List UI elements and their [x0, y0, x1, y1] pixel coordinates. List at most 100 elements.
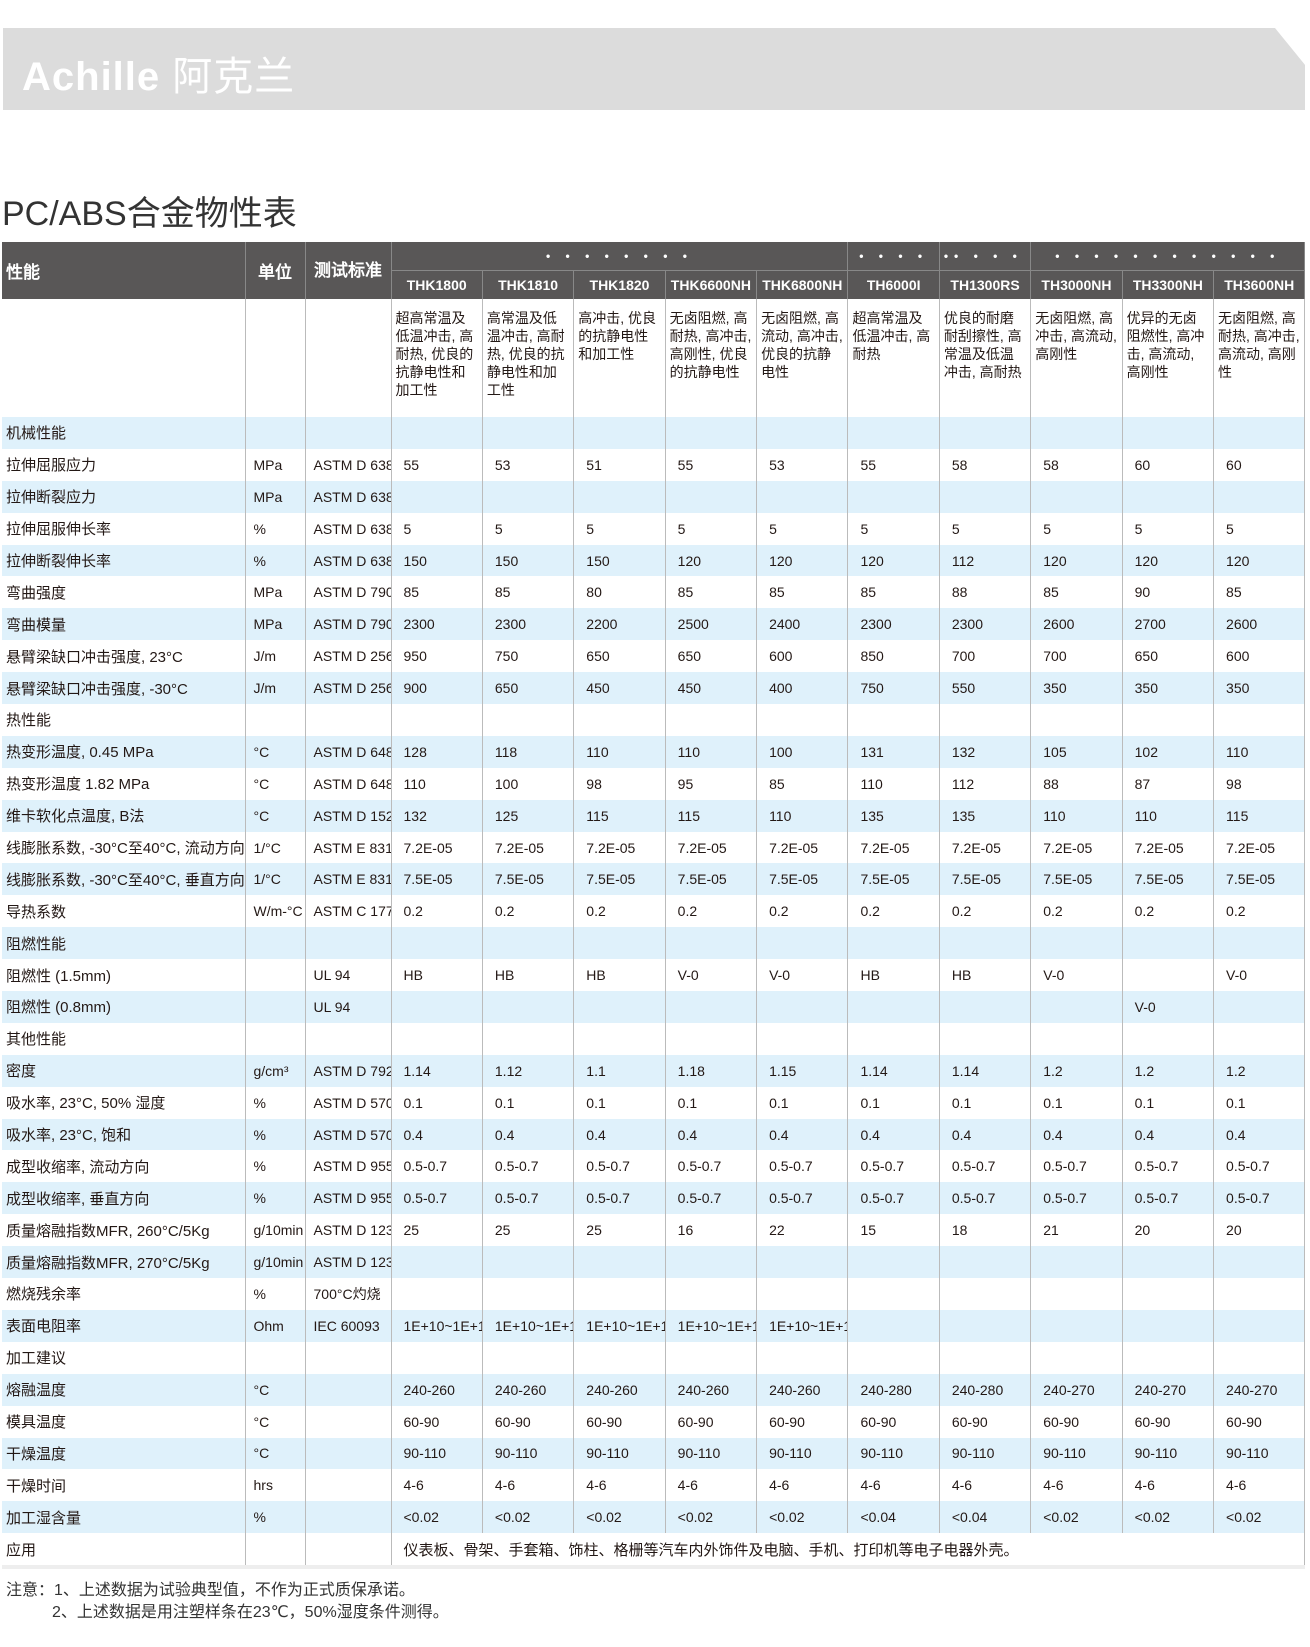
property-value: 1E+10~1E+11	[573, 1309, 666, 1342]
property-value: <0.02	[391, 1501, 483, 1534]
property-value	[939, 1022, 1032, 1055]
property-value: 60-90	[482, 1405, 575, 1438]
table-row: 加工湿含量% <0.02 <0.02 <0.02 <0.02 <0.02 <0.04 <0.0…	[2, 1501, 1306, 1534]
property-value: 0.2	[939, 895, 1032, 928]
property-value: 25	[482, 1214, 575, 1247]
property-value: <0.02	[756, 1501, 849, 1534]
property-value	[1122, 704, 1215, 736]
table-row: 其他性能	[2, 1022, 1306, 1055]
property-value	[1213, 927, 1306, 960]
property-value: HB	[573, 959, 666, 992]
property-value	[665, 704, 758, 736]
property-value	[482, 1246, 575, 1279]
property-value: 150	[482, 544, 575, 577]
property-value: 90-110	[1030, 1437, 1123, 1470]
property-value: 120	[1213, 544, 1306, 577]
property-value: 7.5E-05	[1030, 863, 1123, 896]
property-value: 650	[1122, 640, 1215, 673]
property-value: 650	[665, 640, 758, 673]
product-group-header: • • • •	[847, 242, 940, 271]
property-value: 0.5-0.7	[939, 1150, 1032, 1183]
property-value: 4-6	[756, 1469, 849, 1502]
property-name: 悬臂梁缺口冲击强度, 23°C	[2, 640, 246, 673]
property-value	[939, 480, 1032, 513]
property-unit: %	[245, 512, 306, 545]
property-value: 118	[482, 735, 575, 768]
property-value: 20	[1122, 1214, 1215, 1247]
property-value	[1213, 1278, 1306, 1310]
property-unit: g/10min	[245, 1214, 306, 1247]
property-value: 90-110	[1213, 1437, 1306, 1470]
property-value: 90-110	[847, 1437, 940, 1470]
property-unit: °C	[245, 1437, 306, 1470]
property-unit: MPa	[245, 576, 306, 609]
property-value: 85	[756, 767, 849, 800]
property-value: 22	[756, 1214, 849, 1247]
property-value: 105	[1030, 735, 1123, 768]
property-value: 88	[939, 576, 1032, 609]
property-value: 5	[1213, 512, 1306, 545]
table-row: 拉伸屈服应力 MPa ASTM D 638 55 53 51 55 53 55 58 58 60 60	[2, 448, 1306, 481]
property-value	[665, 1022, 758, 1055]
property-unit	[245, 1341, 306, 1374]
property-name: 加工建议	[2, 1341, 246, 1374]
property-value: 87	[1122, 767, 1215, 800]
property-value: 900	[391, 672, 483, 705]
property-value: 51	[573, 448, 666, 481]
property-value	[573, 991, 666, 1023]
property-value: 350	[1122, 672, 1215, 705]
property-value	[1122, 1341, 1215, 1374]
property-unit: %	[245, 1182, 306, 1215]
property-value: 0.1	[1213, 1086, 1306, 1119]
property-value: 7.2E-05	[847, 831, 940, 864]
property-value: 90-110	[482, 1437, 575, 1470]
test-standard: ASTM D 1238	[305, 1246, 392, 1279]
property-value: 650	[482, 672, 575, 705]
property-name: 导热系数	[2, 895, 246, 928]
property-value: 85	[391, 576, 483, 609]
property-value: 7.2E-05	[665, 831, 758, 864]
property-value: 110	[573, 735, 666, 768]
property-value	[573, 1022, 666, 1055]
property-name: 干燥时间	[2, 1469, 246, 1502]
property-value: 85	[847, 576, 940, 609]
property-value: 98	[573, 767, 666, 800]
property-name: 吸水率, 23°C, 50% 湿度	[2, 1086, 246, 1119]
property-value	[847, 417, 940, 449]
test-standard	[305, 417, 392, 449]
property-value	[391, 417, 483, 449]
product-header: THK1820	[573, 270, 666, 299]
table-row: 阻燃性 (0.8mm) UL 94 V-0	[2, 991, 1306, 1023]
product-header: THK6800NH	[756, 270, 849, 299]
property-value: 150	[391, 544, 483, 577]
property-name: 弯曲模量	[2, 608, 246, 641]
property-value: 0.2	[756, 895, 849, 928]
property-value: 0.5-0.7	[847, 1182, 940, 1215]
property-value: 450	[573, 672, 666, 705]
property-name: 质量熔融指数MFR, 270°C/5Kg	[2, 1246, 246, 1279]
property-value	[1213, 1022, 1306, 1055]
property-value: 2200	[573, 608, 666, 641]
property-value	[1030, 704, 1123, 736]
table-row: 加工建议	[2, 1341, 1306, 1374]
property-value: V-0	[1030, 959, 1123, 992]
property-value: 700	[939, 640, 1032, 673]
property-value: 115	[573, 799, 666, 832]
desc-empty	[245, 299, 306, 417]
property-value: 0.1	[482, 1086, 575, 1119]
test-standard: ASTM D 256	[305, 640, 392, 673]
product-header: TH3000NH	[1030, 270, 1123, 299]
property-value: 98	[1213, 767, 1306, 800]
property-value	[847, 991, 940, 1023]
product-description: 高常温及低温冲击, 高耐热, 优良的抗静电性和加工性	[482, 299, 575, 417]
property-value	[1122, 480, 1215, 513]
test-standard	[305, 927, 392, 960]
property-value: 60-90	[391, 1405, 483, 1438]
property-unit: MPa	[245, 608, 306, 641]
table-row: 机械性能	[2, 417, 1306, 449]
property-value: 0.4	[756, 1118, 849, 1151]
table-row: 熔融温度 °C 240-260 240-260 240-260 240-260 240-26…	[2, 1373, 1306, 1406]
property-value: 0.4	[1213, 1118, 1306, 1151]
property-value: 1.2	[1030, 1054, 1123, 1087]
